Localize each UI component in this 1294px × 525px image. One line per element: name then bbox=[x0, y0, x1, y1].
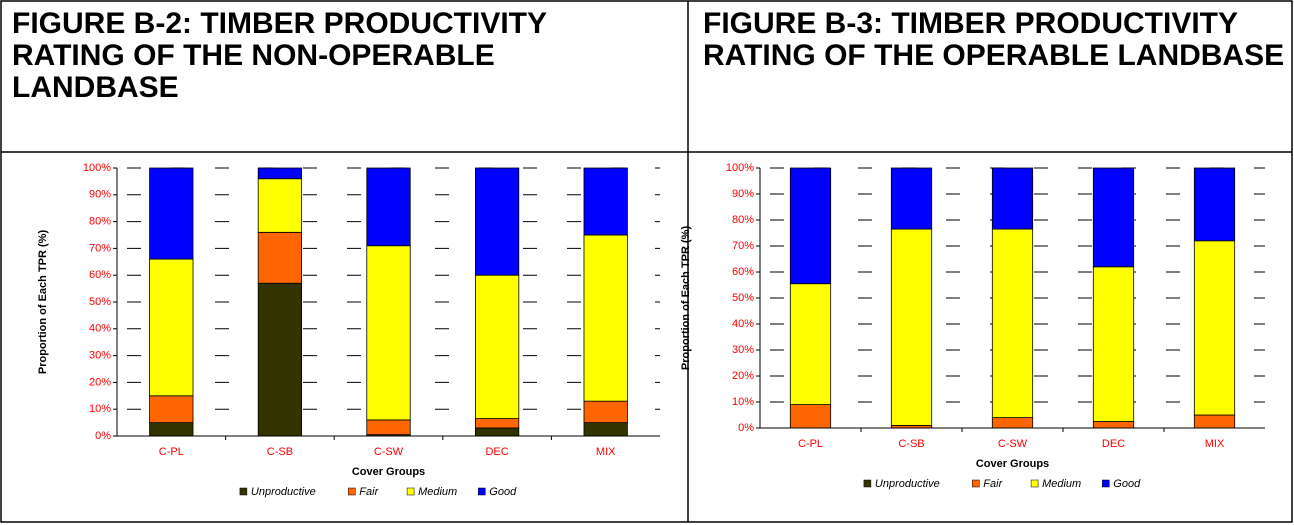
bar-segment bbox=[890, 167, 933, 230]
bar-segment bbox=[583, 234, 628, 402]
bar-segment bbox=[1193, 167, 1236, 242]
bar-segment bbox=[474, 167, 520, 276]
bar-segment bbox=[257, 167, 303, 180]
y-tick-label: 80% bbox=[732, 214, 754, 226]
y-axis-title: Proportion of Each TPR (%) bbox=[37, 230, 49, 375]
bar-segment bbox=[366, 245, 411, 421]
x-tick-label: DEC bbox=[485, 446, 508, 458]
bar-segment bbox=[1092, 167, 1135, 268]
legend-swatch bbox=[406, 487, 415, 496]
legend-label: Good bbox=[1113, 478, 1141, 490]
figure-title: FIGURE B-2: TIMBER PRODUCTIVITY RATING O… bbox=[12, 7, 547, 104]
legend-label: Good bbox=[489, 486, 517, 498]
y-tick-label: 40% bbox=[89, 323, 111, 335]
bar-segment bbox=[789, 167, 832, 285]
y-tick-label: 60% bbox=[89, 269, 111, 281]
bar-segment bbox=[890, 228, 933, 426]
x-tick-label: MIX bbox=[1205, 438, 1225, 450]
legend-label: Unproductive bbox=[875, 478, 940, 490]
bar-segment bbox=[583, 167, 628, 236]
bar-segment bbox=[366, 419, 411, 436]
bar-segment bbox=[789, 283, 832, 406]
bar-segment bbox=[366, 167, 411, 247]
bar-segment bbox=[1092, 266, 1135, 422]
x-tick-label: C-PL bbox=[798, 438, 823, 450]
bar-segment bbox=[149, 258, 194, 397]
bar-segment bbox=[149, 167, 194, 260]
y-tick-label: 0% bbox=[738, 422, 754, 434]
y-tick-label: 20% bbox=[732, 370, 754, 382]
legend-swatch bbox=[1030, 479, 1039, 488]
y-tick-label: 10% bbox=[732, 396, 754, 408]
legend-swatch bbox=[972, 479, 980, 488]
x-tick-label: MIX bbox=[596, 446, 616, 458]
legend-label: Medium bbox=[1042, 478, 1081, 490]
y-tick-label: 100% bbox=[83, 162, 111, 174]
x-tick-label: C-SB bbox=[898, 438, 924, 450]
y-tick-label: 70% bbox=[732, 240, 754, 252]
y-tick-label: 10% bbox=[89, 403, 111, 415]
legend-swatch bbox=[863, 479, 872, 488]
legend-label: Medium bbox=[418, 486, 457, 498]
legend-label: Unproductive bbox=[251, 486, 316, 498]
bar-segment bbox=[1193, 414, 1236, 429]
bar-segment bbox=[257, 178, 303, 233]
x-axis-title: Cover Groups bbox=[352, 466, 425, 478]
bar-segment bbox=[583, 400, 628, 424]
y-tick-label: 90% bbox=[89, 189, 111, 201]
y-tick-label: 70% bbox=[89, 242, 111, 254]
bar-segment bbox=[149, 422, 194, 437]
y-tick-label: 40% bbox=[732, 318, 754, 330]
y-tick-label: 90% bbox=[732, 188, 754, 200]
bar-segment bbox=[583, 422, 628, 437]
bar-segment bbox=[991, 228, 1034, 419]
legend-label: Fair bbox=[983, 478, 1003, 490]
y-tick-label: 80% bbox=[89, 216, 111, 228]
bar-segment bbox=[474, 418, 520, 429]
bar-segment bbox=[1193, 240, 1236, 416]
bar-segment bbox=[474, 274, 520, 419]
legend-label: Fair bbox=[359, 486, 379, 498]
y-tick-label: 20% bbox=[89, 376, 111, 388]
bar-segment bbox=[257, 231, 303, 284]
y-tick-label: 100% bbox=[726, 162, 754, 174]
y-tick-label: 0% bbox=[95, 430, 111, 442]
bar-segment bbox=[474, 427, 520, 437]
bar-segment bbox=[789, 404, 832, 429]
legend-swatch bbox=[1102, 479, 1110, 488]
bar-segment bbox=[1092, 421, 1135, 429]
y-tick-label: 50% bbox=[89, 296, 111, 308]
x-tick-label: C-SW bbox=[374, 446, 404, 458]
x-axis-title: Cover Groups bbox=[976, 458, 1049, 470]
bar-segment bbox=[991, 167, 1034, 230]
bar-segment bbox=[257, 282, 303, 437]
bar-segment bbox=[149, 395, 194, 423]
y-tick-label: 30% bbox=[89, 350, 111, 362]
x-tick-label: C-PL bbox=[159, 446, 184, 458]
x-tick-label: C-SB bbox=[267, 446, 293, 458]
bar-segment bbox=[991, 417, 1034, 429]
y-tick-label: 60% bbox=[732, 266, 754, 278]
y-axis-title: Proportion of Each TPR (%) bbox=[680, 226, 692, 371]
legend-swatch bbox=[348, 487, 356, 496]
legend-swatch bbox=[239, 487, 248, 496]
x-tick-label: DEC bbox=[1102, 438, 1125, 450]
figure-title: FIGURE B-3: TIMBER PRODUCTIVITY RATING O… bbox=[703, 7, 1285, 72]
x-tick-label: C-SW bbox=[998, 438, 1028, 450]
y-tick-label: 50% bbox=[732, 292, 754, 304]
y-tick-label: 30% bbox=[732, 344, 754, 356]
legend-swatch bbox=[478, 487, 486, 496]
